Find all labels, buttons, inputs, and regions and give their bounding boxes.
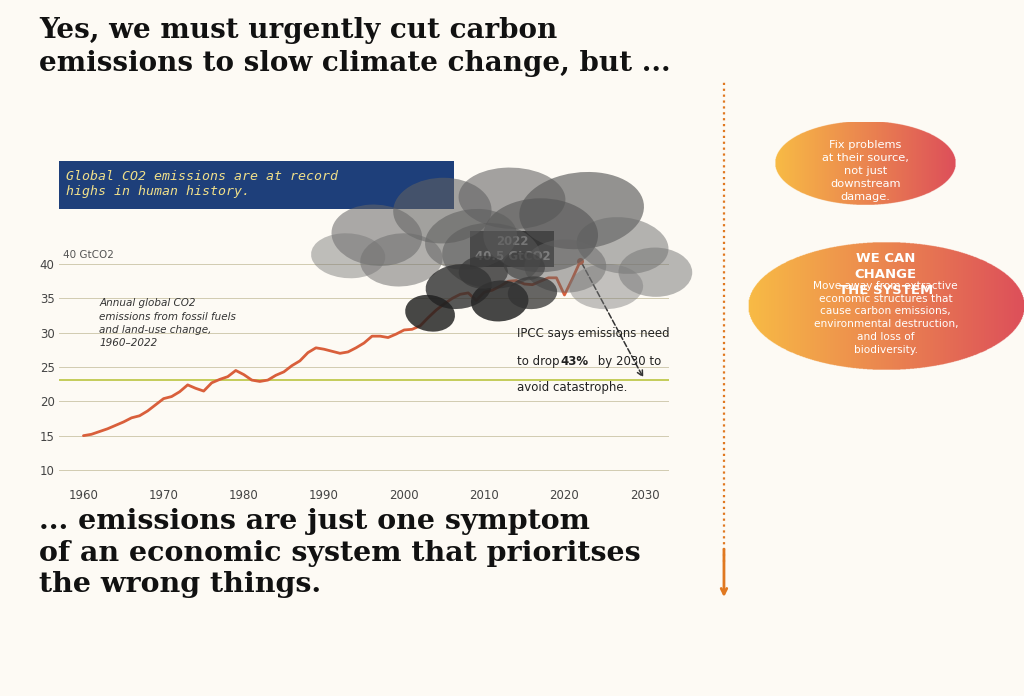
Ellipse shape bbox=[332, 205, 422, 266]
Ellipse shape bbox=[569, 264, 643, 309]
Text: IPCC says emissions need: IPCC says emissions need bbox=[517, 327, 670, 340]
Ellipse shape bbox=[618, 248, 692, 296]
Ellipse shape bbox=[426, 264, 492, 309]
Text: Yes, we must urgently cut carbon
emissions to slow climate change, but ...: Yes, we must urgently cut carbon emissio… bbox=[39, 17, 671, 77]
Text: 40 GtCO2: 40 GtCO2 bbox=[63, 250, 115, 260]
Text: Annual global CO2
emissions from fossil fuels
and land-use change,
1960–2022: Annual global CO2 emissions from fossil … bbox=[99, 299, 237, 348]
Ellipse shape bbox=[406, 295, 455, 331]
Ellipse shape bbox=[504, 252, 545, 280]
Text: 43%: 43% bbox=[560, 355, 588, 368]
Ellipse shape bbox=[442, 223, 541, 289]
Ellipse shape bbox=[483, 198, 598, 272]
Text: Move away from extractive
economic structures that
cause carbon emissions,
envir: Move away from extractive economic struc… bbox=[813, 280, 958, 355]
Ellipse shape bbox=[459, 256, 508, 289]
Ellipse shape bbox=[508, 276, 557, 309]
Ellipse shape bbox=[577, 217, 669, 274]
Ellipse shape bbox=[524, 239, 606, 293]
Text: ... emissions are just one symptom
of an economic system that prioritses
the wro: ... emissions are just one symptom of an… bbox=[39, 508, 641, 599]
Ellipse shape bbox=[360, 233, 442, 287]
Text: WE CAN
CHANGE
THE SYSTEM: WE CAN CHANGE THE SYSTEM bbox=[839, 252, 933, 296]
Ellipse shape bbox=[311, 233, 385, 278]
Ellipse shape bbox=[393, 177, 492, 244]
Text: Global CO2 emissions are at record
highs in human history.: Global CO2 emissions are at record highs… bbox=[67, 171, 339, 198]
Text: by 2030 to: by 2030 to bbox=[594, 355, 662, 368]
Text: 2022
40.5 GtCO2: 2022 40.5 GtCO2 bbox=[474, 235, 550, 263]
Text: Fix problems
at their source,
not just
downstream
damage.: Fix problems at their source, not just d… bbox=[822, 141, 908, 202]
Ellipse shape bbox=[471, 280, 528, 322]
Text: avoid catastrophe.: avoid catastrophe. bbox=[517, 381, 628, 395]
Text: to drop: to drop bbox=[517, 355, 563, 368]
Ellipse shape bbox=[519, 172, 644, 249]
Ellipse shape bbox=[425, 209, 517, 270]
Ellipse shape bbox=[459, 168, 565, 229]
